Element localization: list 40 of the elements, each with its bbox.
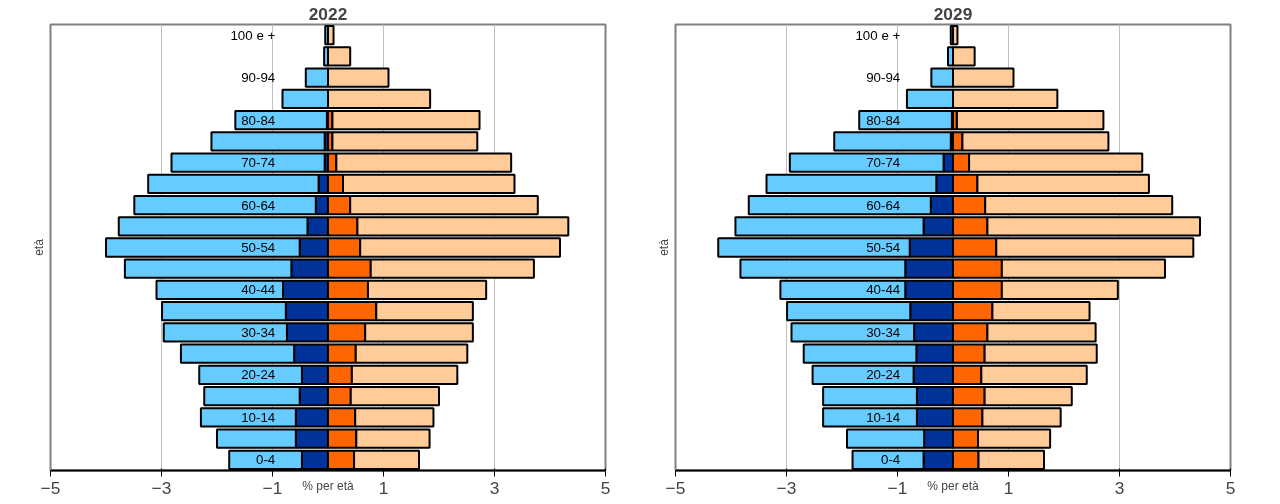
y-tick-label: 50-54 <box>866 240 901 255</box>
y-tick-label: 60-64 <box>866 197 901 213</box>
y-tick-label: 100 e + <box>230 27 276 43</box>
y-tick-label: 70-74 <box>866 155 901 171</box>
y-tick-label: 90-94 <box>241 70 276 86</box>
y-tick-label: 60-64 <box>241 197 276 213</box>
y-tick-label: 100 e + <box>855 27 901 43</box>
y-tick-label: 0-4 <box>881 452 901 468</box>
x-tick-label: −1 <box>262 477 283 498</box>
x-tick-label: 5 <box>600 477 611 498</box>
y-tick-label: 10-14 <box>866 409 901 425</box>
y-tick-label: 20-24 <box>241 367 276 383</box>
x-tick-label: 3 <box>1114 477 1125 498</box>
x-tick-label: 5 <box>1225 477 1236 498</box>
y-tick-label: 30-34 <box>866 324 901 340</box>
y-tick-label: 50-54 <box>241 240 276 255</box>
chart-title: 2029 <box>933 3 973 24</box>
y-tick-label: 30-34 <box>241 324 276 340</box>
y-tick-label: 90-94 <box>866 70 901 86</box>
y-tick-label: 40-44 <box>241 282 276 298</box>
y-tick-label: 70-74 <box>241 155 276 171</box>
x-axis-title: % per età <box>927 478 980 493</box>
y-tick-label: 80-84 <box>241 112 276 128</box>
x-tick-label: −5 <box>40 477 61 498</box>
y-tick-label: 40-44 <box>866 282 901 298</box>
y-axis-title: età <box>656 238 671 256</box>
y-tick-label: 0-4 <box>256 452 276 468</box>
y-axis-title: età <box>31 238 46 256</box>
x-tick-label: −5 <box>665 477 686 498</box>
chart-title: 2022 <box>308 3 348 24</box>
y-tick-label: 80-84 <box>866 112 901 128</box>
x-tick-label: 1 <box>1003 477 1014 498</box>
x-tick-label: −3 <box>151 477 172 498</box>
x-tick-label: −1 <box>887 477 908 498</box>
x-axis-title: % per età <box>302 478 355 493</box>
x-tick-label: 1 <box>378 477 389 498</box>
x-tick-label: 3 <box>489 477 500 498</box>
y-tick-label: 10-14 <box>241 409 276 425</box>
y-tick-label: 20-24 <box>866 367 901 383</box>
x-tick-label: −3 <box>776 477 797 498</box>
